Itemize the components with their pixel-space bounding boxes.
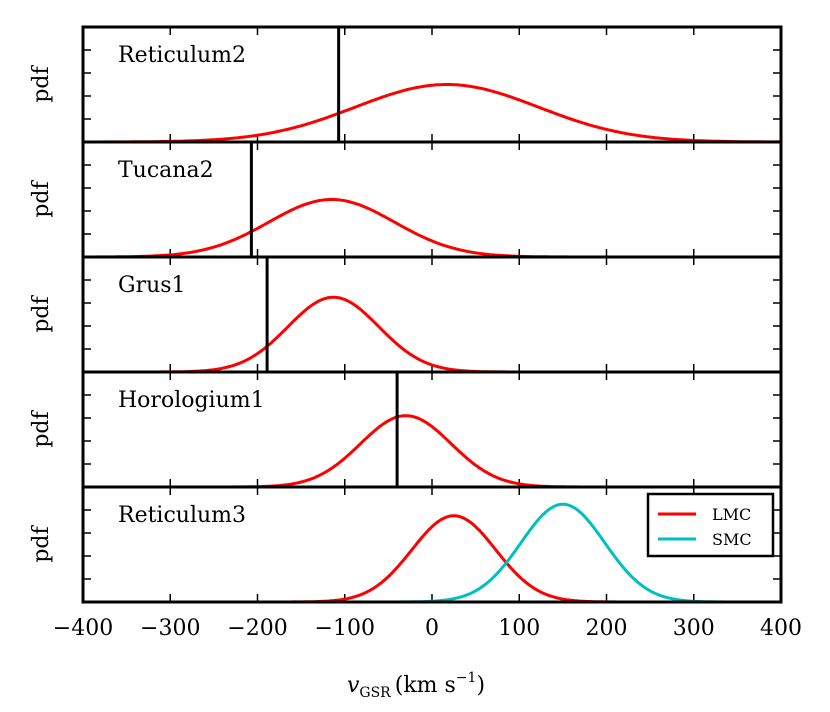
x-axis-label: vGSR (km s−1) (347, 670, 485, 701)
panel-reticulum2: Reticulum2 pdf (29, 25, 783, 144)
panel-horologium1: Horologium1 pdf (29, 370, 783, 489)
x-tick-label: −300 (140, 616, 200, 641)
panel-tucana2: Tucana2 pdf (29, 140, 783, 259)
curve-lmc (83, 295, 781, 374)
panel-name-label: Grus1 (118, 273, 186, 298)
y-axis-label: pdf (29, 294, 54, 332)
curve-lmc (83, 414, 781, 489)
x-axis-label-sup: −1 (456, 670, 477, 686)
x-axis-label-var: v (347, 673, 360, 698)
panel-reticulum3: Reticulum3 pdf LMC SMC (29, 485, 783, 604)
x-tick-label: 300 (673, 616, 715, 641)
panel-name-label: Reticulum2 (118, 43, 246, 68)
panels-layer: Reticulum2pdfTucana2pdfGrus1pdfHorologiu… (29, 25, 783, 604)
x-axis-label-close: ) (476, 673, 485, 698)
x-tick-label: 400 (760, 616, 802, 641)
legend-label-lmc: LMC (712, 505, 751, 524)
x-tick-label: −400 (53, 616, 113, 641)
legend-frame (646, 492, 775, 558)
panel-name-label: Horologium1 (118, 388, 265, 413)
curve-lmc (83, 83, 781, 144)
panel-frame (81, 485, 783, 604)
x-tick-label: −100 (315, 616, 375, 641)
panel-name-label: Reticulum3 (118, 503, 246, 528)
x-axis-label-sub: GSR (359, 685, 391, 701)
x-axis-label-units: (km s (395, 673, 456, 698)
y-axis-label: pdf (29, 179, 54, 217)
panel-grus1: Grus1 pdf (29, 255, 783, 374)
y-axis-label: pdf (29, 524, 54, 562)
x-tick-label: 200 (586, 616, 628, 641)
x-tick-label: −200 (227, 616, 287, 641)
curve-lmc (83, 198, 781, 259)
y-axis-label: pdf (29, 64, 54, 102)
x-tick-label: 0 (425, 616, 439, 641)
panel-frame (81, 255, 783, 374)
x-axis: −400 −300 −200 −100 0 100 200 300 400 (53, 616, 802, 641)
legend: LMC SMC (646, 492, 775, 558)
x-tick-label: 100 (498, 616, 540, 641)
y-axis-label: pdf (29, 409, 54, 447)
panel-name-label: Tucana2 (118, 158, 214, 183)
legend-label-smc: SMC (712, 530, 752, 549)
